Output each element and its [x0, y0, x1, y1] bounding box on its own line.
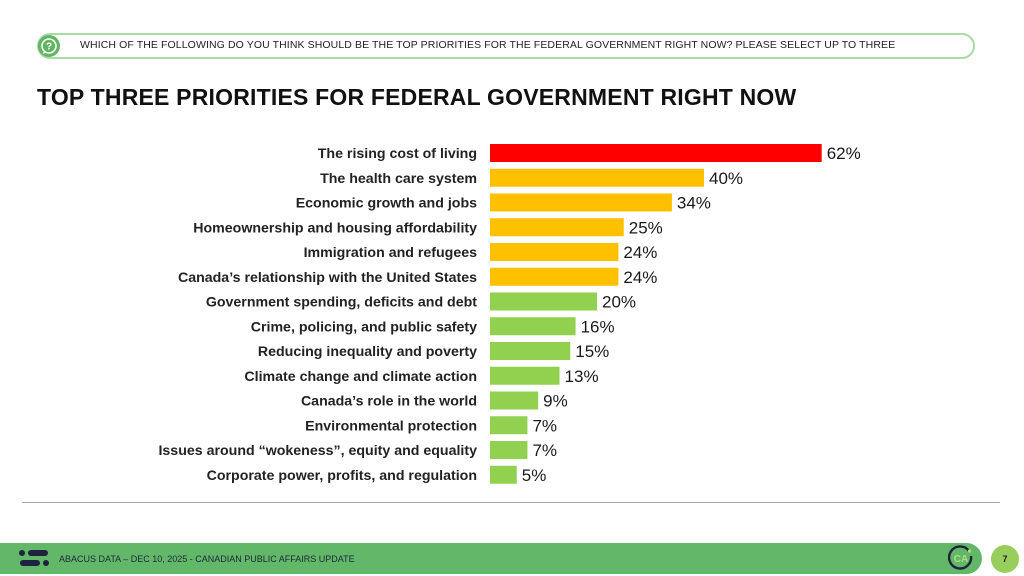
- bar: [490, 292, 597, 311]
- category-label: Immigration and refugees: [304, 245, 478, 261]
- bar: [490, 342, 571, 360]
- value-label: 15%: [575, 342, 609, 361]
- bar: [490, 441, 528, 459]
- bar: [490, 465, 517, 484]
- bar: [490, 193, 672, 212]
- value-label: 7%: [532, 441, 557, 460]
- page-number: 7: [991, 545, 1019, 573]
- bar: [490, 218, 624, 237]
- category-label: Canada’s relationship with the United St…: [178, 270, 477, 286]
- value-label: 24%: [623, 243, 657, 262]
- value-label: 13%: [565, 367, 599, 386]
- value-label: 40%: [709, 169, 743, 188]
- footer-bar: [0, 543, 982, 574]
- value-label: 7%: [532, 416, 557, 435]
- footer-text: ABACUS DATA – DEC 10, 2025 - CANADIAN PU…: [59, 554, 355, 564]
- bar: [490, 144, 822, 162]
- abacus-logo-icon: [18, 548, 50, 575]
- value-label: 9%: [543, 392, 568, 411]
- category-label: Corporate power, profits, and regulation: [207, 468, 477, 484]
- category-label: The health care system: [320, 171, 477, 187]
- category-label: Reducing inequality and poverty: [258, 344, 477, 360]
- value-label: 20%: [602, 293, 636, 312]
- category-label: Environmental protection: [305, 418, 477, 434]
- category-label: Issues around “wokeness”, equity and equ…: [158, 443, 477, 459]
- bar: [490, 267, 619, 286]
- value-label: 25%: [629, 218, 663, 237]
- bar: [490, 366, 560, 385]
- value-label: 34%: [677, 194, 711, 213]
- divider: [22, 502, 1000, 503]
- bar: [490, 317, 576, 336]
- bar: [490, 391, 539, 410]
- survey-question: WHICH OF THE FOLLOWING DO YOU THINK SHOU…: [80, 39, 896, 51]
- chart-title: TOP THREE PRIORITIES FOR FEDERAL GOVERNM…: [37, 84, 797, 110]
- value-label: 16%: [581, 317, 615, 336]
- category-label: Economic growth and jobs: [296, 196, 477, 212]
- category-label: Government spending, deficits and debt: [206, 295, 477, 311]
- value-label: 5%: [522, 466, 547, 485]
- ca-badge-icon: CA: [947, 545, 974, 571]
- ca-badge-text: CA: [954, 554, 968, 565]
- category-label: Crime, policing, and public safety: [251, 319, 477, 335]
- bar: [490, 416, 528, 435]
- category-label: Canada’s role in the world: [301, 394, 477, 410]
- bar: [490, 243, 619, 261]
- value-label: 62%: [827, 144, 861, 163]
- question-bubble-icon: ?: [38, 35, 60, 57]
- svg-text:?: ?: [46, 42, 52, 53]
- category-label: Homeownership and housing affordability: [193, 220, 477, 236]
- value-label: 24%: [623, 268, 657, 287]
- category-label: The rising cost of living: [318, 146, 477, 162]
- category-label: Climate change and climate action: [244, 369, 477, 385]
- bar: [490, 168, 704, 187]
